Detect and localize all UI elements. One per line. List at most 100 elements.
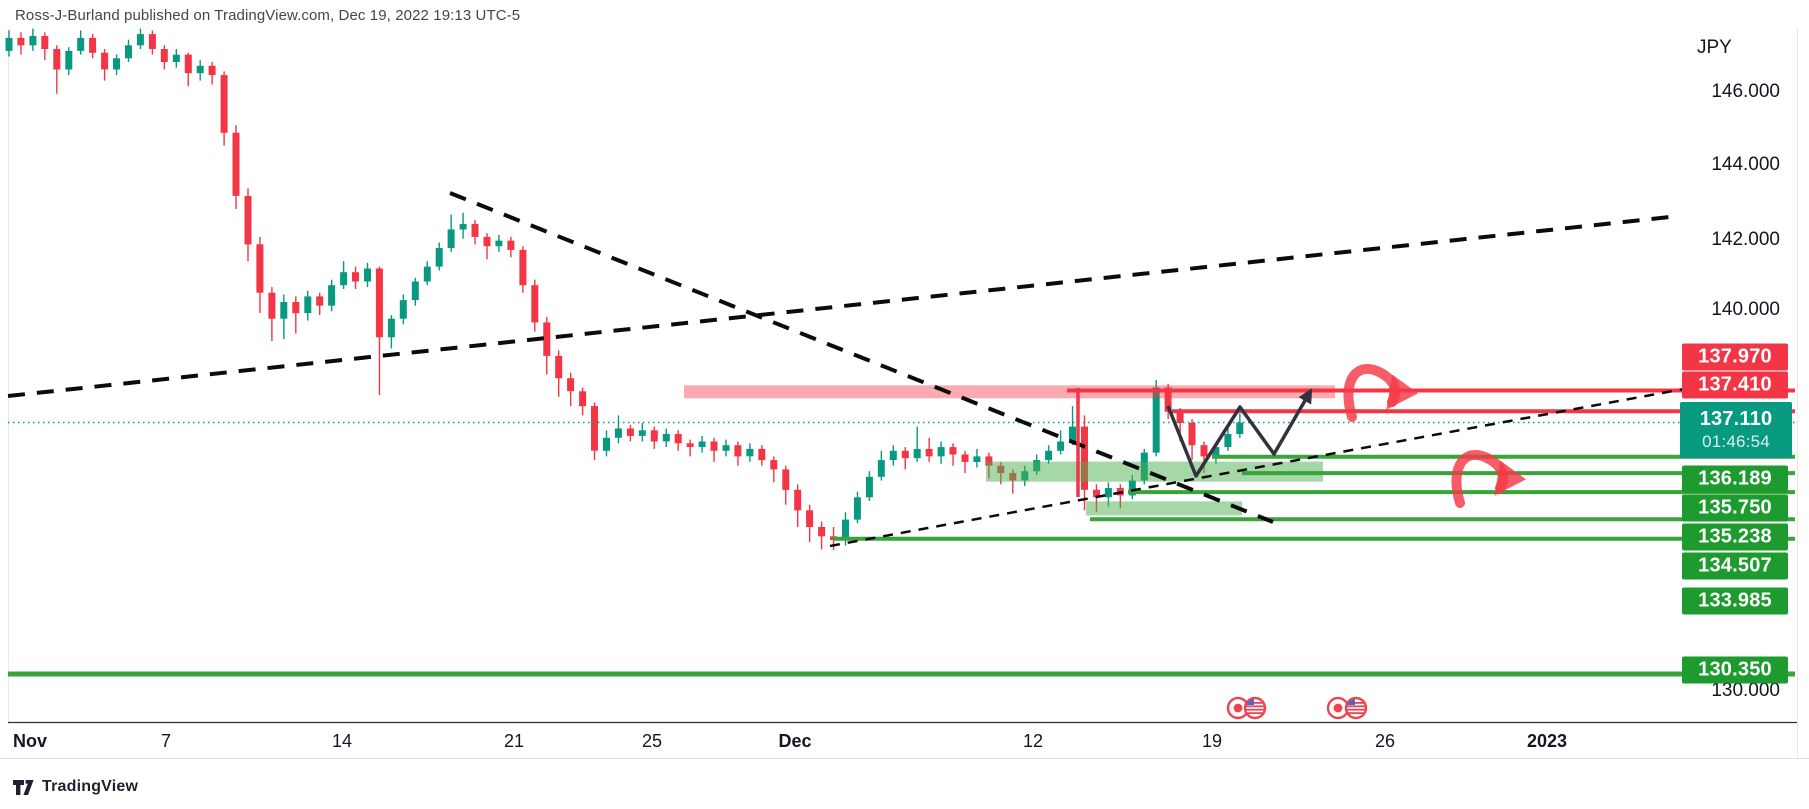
- candle-body: [256, 244, 264, 293]
- ascending-minor-trendline[interactable]: [829, 384, 1701, 548]
- candle-body: [555, 355, 563, 379]
- rejection-arrow-2[interactable]: [1451, 450, 1527, 508]
- candle-body: [650, 430, 658, 442]
- time-axis-tick: 2023: [1526, 731, 1568, 751]
- candle-body: [925, 448, 933, 457]
- candle-body: [626, 428, 634, 436]
- tradingview-logo-icon: [13, 779, 34, 795]
- candle-body: [125, 45, 132, 59]
- candle-body: [543, 322, 551, 356]
- candle-body: [136, 34, 144, 46]
- candle-body: [579, 391, 587, 407]
- price-level-value: 135.750: [1698, 496, 1772, 519]
- candle-body: [1188, 422, 1196, 446]
- candle-body: [1104, 488, 1112, 498]
- price-level-value: 133.985: [1698, 589, 1772, 612]
- time-axis-tick: 14: [331, 731, 353, 751]
- candle-body: [459, 223, 467, 230]
- candle-body: [375, 268, 383, 338]
- candle-body: [1152, 387, 1160, 453]
- price-level-value: 135.238: [1698, 525, 1772, 548]
- candle-body: [770, 460, 778, 470]
- projection-zigzag-arrow[interactable]: [1166, 388, 1313, 478]
- demand-zone-lower[interactable]: [1086, 501, 1242, 516]
- price-axis-tick: 140.000: [1711, 299, 1780, 320]
- candle-body: [1164, 387, 1172, 412]
- economic-event-icons-2[interactable]: [1326, 696, 1368, 720]
- price-level-label: 135.750: [1682, 494, 1788, 522]
- candle-body: [280, 302, 288, 319]
- candle-body: [722, 445, 730, 451]
- us-flag-icon: [1344, 696, 1368, 720]
- time-axis-tick: 21: [503, 731, 525, 751]
- candle-body: [1057, 441, 1065, 451]
- candle-body: [65, 50, 73, 70]
- candle-body: [1224, 434, 1232, 447]
- candle-body: [638, 430, 646, 436]
- candle-body: [148, 34, 156, 49]
- price-level-label: 130.350: [1682, 656, 1788, 684]
- price-level-value: 134.507: [1698, 554, 1772, 577]
- candle-body: [316, 296, 324, 306]
- time-axis-tick: 7: [160, 731, 172, 751]
- candle-body: [220, 75, 228, 133]
- candle-body: [1093, 489, 1100, 498]
- candle-body: [889, 450, 897, 461]
- candle-body: [985, 456, 993, 466]
- candle-body: [268, 292, 276, 319]
- candle-body: [101, 52, 109, 70]
- descending-major-trendline[interactable]: [449, 191, 1274, 524]
- candle-body: [519, 249, 527, 286]
- price-level-value: 137.110: [1699, 407, 1773, 430]
- candle-body: [853, 497, 861, 520]
- price-level-value: 136.189: [1698, 467, 1772, 490]
- candle-body: [483, 236, 491, 247]
- candle-body: [113, 58, 120, 70]
- currency-unit-label: JPY: [1697, 37, 1732, 58]
- candle-body: [710, 441, 718, 451]
- ascending-major-trendline[interactable]: [7, 215, 1671, 398]
- candle-body: [292, 302, 300, 314]
- candle-body: [591, 406, 598, 451]
- time-axis-tick: Dec: [778, 731, 812, 751]
- price-level-label: 136.189: [1682, 465, 1788, 493]
- candle-body: [387, 318, 395, 338]
- time-axis-tick: 26: [1374, 731, 1396, 751]
- candle-body: [41, 36, 49, 49]
- japan-flag-icon: [1326, 696, 1350, 720]
- candle-body: [328, 285, 336, 306]
- time-axis-tick: 19: [1201, 731, 1223, 751]
- candle-body: [423, 266, 431, 282]
- candle-body: [352, 272, 359, 282]
- price-level-value: 137.410: [1698, 373, 1772, 396]
- economic-event-icons-1[interactable]: [1226, 696, 1267, 720]
- price-axis-tick: 130.000: [1711, 680, 1780, 701]
- us-flag-icon: [1243, 696, 1267, 720]
- candle-body: [184, 54, 192, 74]
- candle-body: [686, 443, 694, 447]
- demand-zone-upper[interactable]: [986, 461, 1323, 482]
- rejection-arrow-1[interactable]: [1343, 364, 1419, 422]
- candle-body: [340, 272, 348, 286]
- candle-body: [698, 441, 706, 448]
- attribution-text: Ross-J-Burland published on TradingView.…: [15, 7, 521, 24]
- candle-body: [1212, 447, 1220, 457]
- candle-body: [304, 296, 312, 314]
- candle-body: [794, 489, 802, 511]
- candle-body: [603, 437, 610, 451]
- tradingview-branding[interactable]: TradingView: [13, 778, 138, 796]
- candle-body: [531, 285, 539, 323]
- candle-body: [758, 448, 766, 461]
- candle-body: [782, 469, 790, 490]
- candle-body: [160, 49, 168, 62]
- candle-body: [471, 223, 479, 237]
- candle-body: [901, 450, 909, 459]
- candle-body: [949, 447, 957, 455]
- candle-body: [435, 248, 443, 267]
- candle-body: [507, 240, 515, 250]
- bar-countdown-timer: 01:46:54: [1702, 431, 1770, 451]
- candle-body: [17, 37, 25, 46]
- candle-body: [1236, 422, 1244, 434]
